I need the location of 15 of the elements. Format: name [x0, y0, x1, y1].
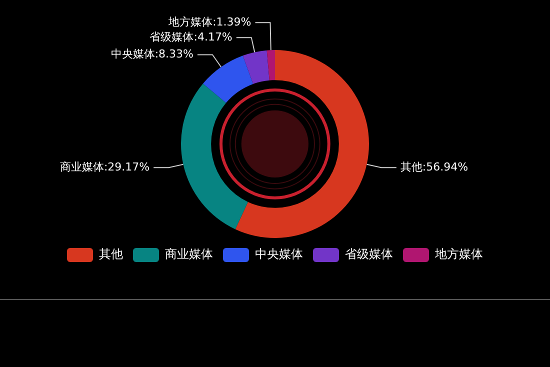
legend-label: 其他: [99, 247, 123, 262]
slice-label: 其他: [400, 160, 422, 174]
data-label: :4.17%: [194, 30, 232, 44]
data-label: :1.39%: [212, 15, 252, 28]
legend-label: 地方媒体: [434, 247, 483, 262]
data-label: :29.17%: [104, 160, 150, 174]
legend-label: 省级媒体: [345, 247, 393, 262]
legend-label: 中央媒体: [255, 247, 303, 262]
slice-label: 地方媒体: [168, 15, 213, 28]
slice-label: 省级媒体: [150, 30, 194, 44]
data-label: :8.33%: [154, 48, 194, 61]
data-label: :56.94%: [422, 160, 468, 174]
slice-label: 商业媒体: [60, 160, 104, 174]
legend-label: 商业媒体: [165, 247, 213, 262]
slice-label: 中央媒体: [110, 48, 155, 61]
